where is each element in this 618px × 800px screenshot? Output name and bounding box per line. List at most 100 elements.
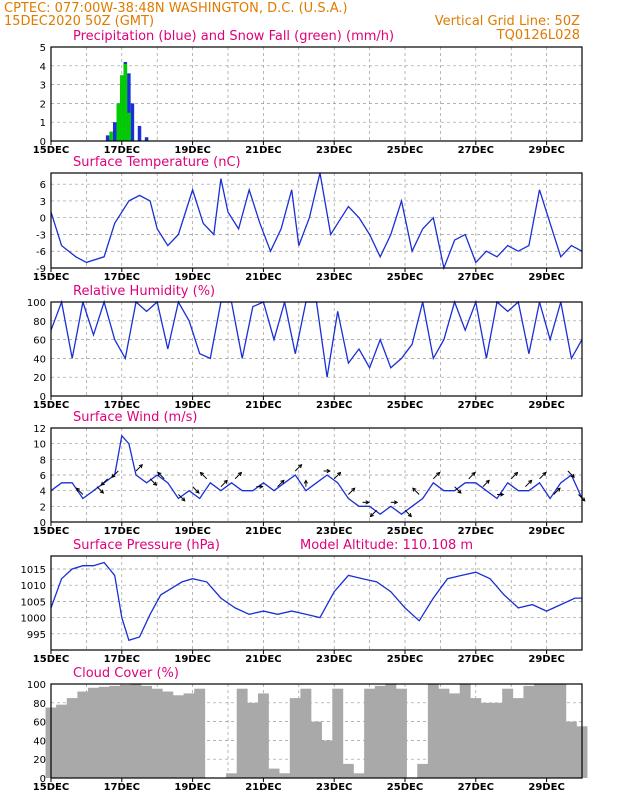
wind-x-tick-label: 29DEC	[528, 526, 564, 537]
wind-arrow-head	[99, 489, 105, 494]
rh-y-tick-label: 100	[27, 298, 46, 309]
cloud-y-tick-label: 20	[33, 755, 46, 766]
pres-y-tick-label: 1005	[21, 597, 46, 608]
cloud-bar	[470, 698, 482, 778]
cloud-bar	[512, 698, 524, 778]
wind-arrow-head	[100, 481, 105, 486]
wind-arrow-head	[111, 473, 116, 479]
wind-arrow-head	[298, 463, 303, 469]
cloud-bar	[353, 773, 365, 778]
rh-y-tick-label: 60	[33, 336, 46, 347]
cloud-bar	[236, 688, 248, 778]
wind-y-tick-label: 12	[33, 424, 46, 435]
temp-plot-frame	[50, 172, 583, 269]
snow-bar	[127, 112, 131, 141]
wind-x-tick-label: 27DEC	[458, 526, 494, 537]
wind-arrow	[539, 472, 547, 480]
wind-arrow-head	[412, 487, 417, 492]
pres-y-tick-label: 1000	[21, 614, 46, 625]
cloud-bar	[226, 773, 237, 778]
wind-arrow	[370, 509, 378, 517]
pres-subtitle: Model Altitude: 110.108 m	[300, 538, 473, 553]
cloud-bar	[311, 721, 322, 778]
temp-y-tick-label: 0	[40, 214, 46, 225]
wind-arrow	[200, 472, 208, 480]
precip-x-tick-label: 15DEC	[33, 145, 69, 156]
wind-arrow-head	[326, 468, 331, 474]
wind-y-tick-label: 0	[40, 518, 46, 529]
precip-x-tick-label: 17DEC	[104, 145, 140, 156]
wind-arrow	[157, 472, 165, 480]
wind-arrow	[294, 464, 302, 472]
wind-x-tick-label: 19DEC	[174, 526, 210, 537]
precip-bar	[112, 122, 117, 141]
cloud-bar	[555, 684, 567, 778]
cloud-bar	[449, 693, 461, 778]
rh-title: Relative Humidity (%)	[73, 284, 215, 299]
wind-arrow-head	[436, 471, 441, 477]
temp-x-tick-label: 29DEC	[528, 272, 564, 283]
precip-bar	[130, 103, 135, 141]
cloud-title: Cloud Cover (%)	[73, 666, 179, 681]
temp-x-tick-label: 23DEC	[316, 272, 352, 283]
cloud-bar	[88, 687, 99, 778]
cloud-bar	[183, 693, 195, 778]
wind-arrow	[76, 487, 84, 495]
cloud-bar	[141, 685, 153, 778]
wind-arrow-head	[485, 479, 490, 484]
wind-arrow	[348, 487, 356, 495]
wind-arrow-head	[570, 473, 575, 479]
cloud-bar	[544, 684, 556, 778]
cloud-bar	[385, 684, 397, 778]
wind-arrow-head	[457, 489, 462, 494]
cloud-y-tick-label: 40	[33, 736, 46, 747]
pres-title: Surface Pressure (hPa)	[73, 538, 220, 553]
wind-x-tick-label: 21DEC	[245, 526, 281, 537]
wind-arrow-head	[471, 471, 476, 477]
wind-series-line	[50, 434, 583, 516]
cloud-x-tick-label: 21DEC	[245, 782, 281, 793]
cloud-bar	[162, 691, 174, 778]
cloud-bar	[172, 695, 184, 778]
cloud-x-tick-label: 19DEC	[174, 782, 210, 793]
cloud-bar	[565, 721, 577, 778]
rh-y-tick-label: 80	[33, 317, 46, 328]
wind-arrow-head	[195, 489, 200, 494]
cloud-bar	[459, 684, 471, 778]
wind-arrow-head	[407, 512, 413, 518]
precip-x-tick-label: 25DEC	[387, 145, 423, 156]
wind-arrow-head	[542, 471, 547, 477]
wind-arrow-head	[280, 479, 285, 484]
cloud-bar	[438, 688, 450, 778]
wind-arrow-head	[500, 492, 505, 497]
temp-y-tick-label: 6	[40, 180, 46, 191]
precip-y-tick-label: 0	[40, 137, 46, 148]
cloud-x-tick-label: 29DEC	[528, 782, 564, 793]
temp-x-tick-label: 25DEC	[387, 272, 423, 283]
cloud-bar	[332, 688, 344, 778]
pres-x-tick-label: 23DEC	[316, 654, 352, 665]
temp-y-tick-label: 3	[40, 197, 46, 208]
snow-bar	[123, 63, 128, 141]
wind-arrow	[178, 494, 186, 502]
wind-title: Surface Wind (m/s)	[73, 410, 197, 425]
rh-x-tick-label: 27DEC	[458, 400, 494, 411]
cloud-bar	[109, 685, 121, 778]
wind-arrow	[412, 487, 420, 495]
temp-x-tick-label: 21DEC	[245, 272, 281, 283]
wind-arrow-head	[369, 512, 374, 518]
wind-arrow-head	[351, 487, 356, 492]
temp-series-line	[50, 172, 583, 271]
pres-x-tick-label: 17DEC	[104, 654, 140, 665]
cloud-bar	[491, 702, 503, 778]
wind-arrow	[96, 486, 104, 494]
precip-x-tick-label: 27DEC	[458, 145, 494, 156]
wind-arrow	[404, 509, 412, 517]
temp-x-tick-label: 17DEC	[104, 272, 140, 283]
cloud-y-tick-label: 80	[33, 699, 46, 710]
cloud-y-tick-label: 0	[40, 774, 46, 785]
cloud-bar	[480, 702, 492, 778]
precip-title: Precipitation (blue) and Snow Fall (gree…	[73, 29, 394, 44]
rh-x-tick-label: 21DEC	[245, 400, 281, 411]
rh-y-tick-label: 0	[40, 392, 46, 403]
